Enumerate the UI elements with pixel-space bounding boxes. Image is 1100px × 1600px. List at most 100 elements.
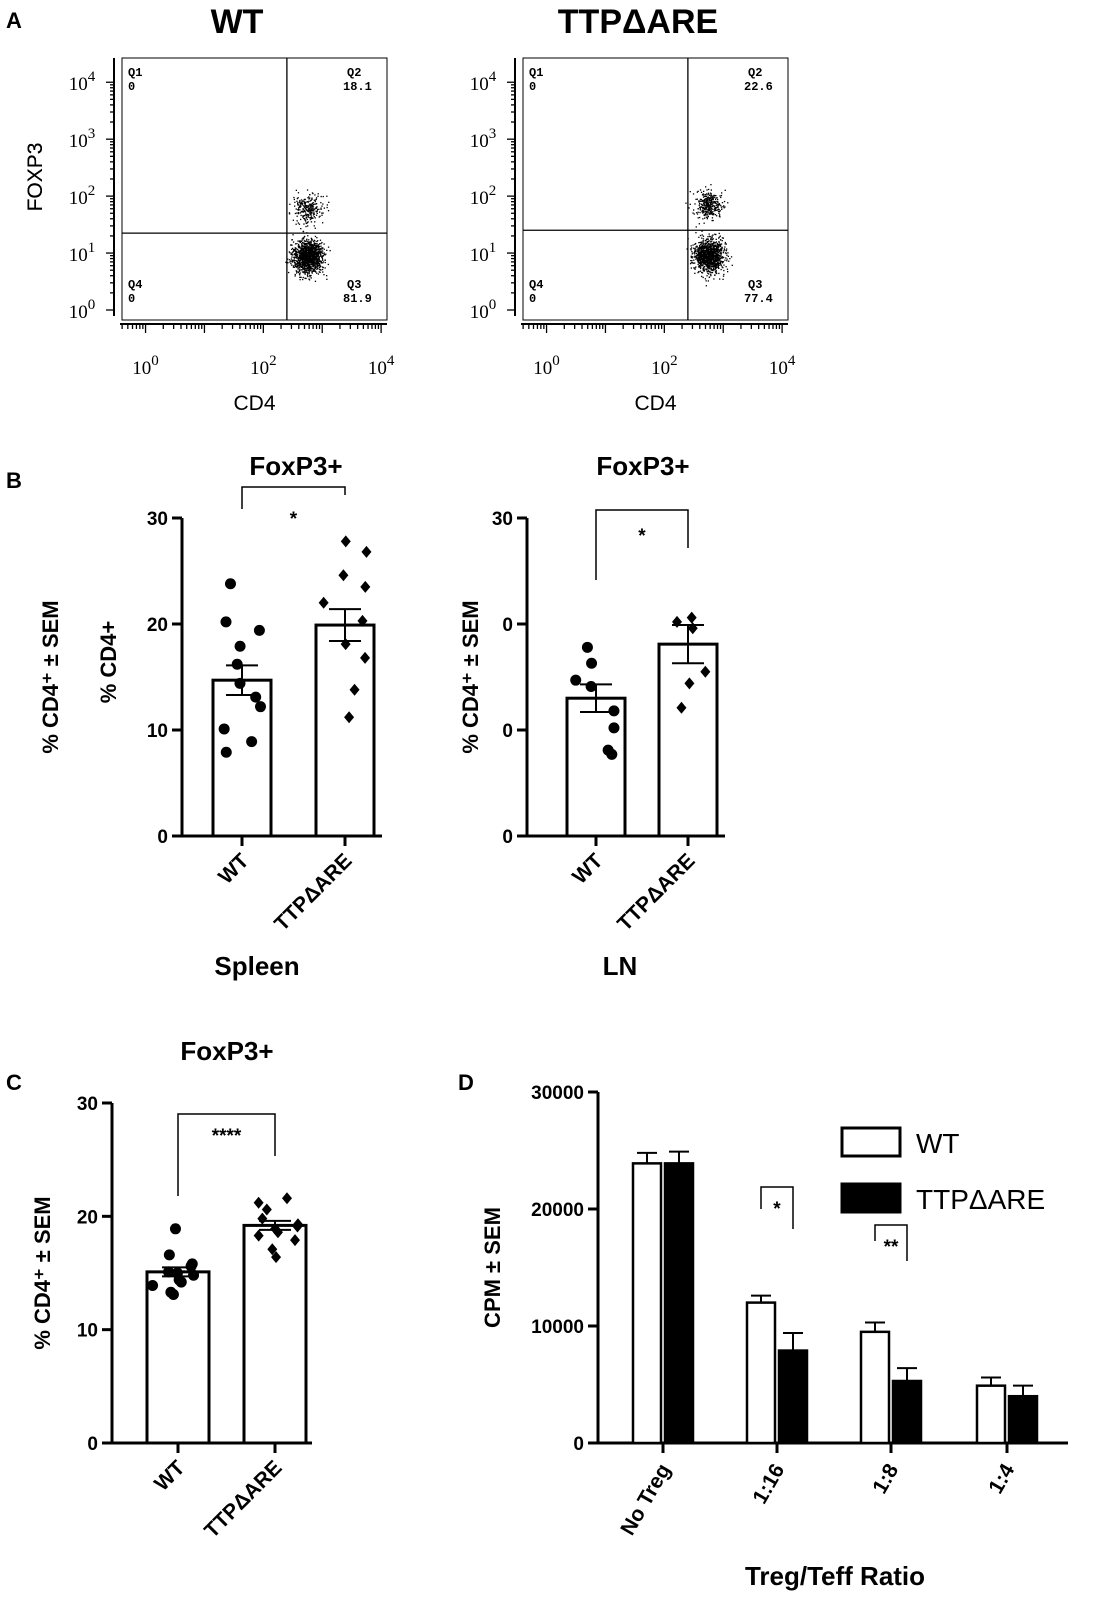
flow-event — [705, 204, 707, 206]
y-tick-label: 0 — [573, 1434, 584, 1455]
flow-event — [719, 245, 721, 247]
flow-event — [304, 205, 306, 208]
flow-event — [713, 213, 715, 215]
flow-event — [314, 267, 317, 269]
flow-event — [304, 204, 306, 206]
flow-event — [704, 211, 706, 213]
flow-event — [700, 198, 702, 201]
flow-event — [695, 252, 697, 254]
flow-event — [311, 268, 314, 270]
flow-event — [297, 246, 300, 248]
flow-event — [695, 198, 697, 200]
flow-event — [714, 271, 717, 273]
flow-event — [702, 202, 705, 204]
flow-y-tick-label: 102 — [69, 183, 96, 209]
flow-event — [324, 267, 326, 269]
flow-event — [307, 201, 309, 203]
flow-event — [709, 245, 712, 247]
flow-event — [294, 243, 297, 245]
quadrant-q1-label: Q1 — [128, 66, 142, 80]
flow-event — [315, 244, 317, 247]
flow-event — [705, 203, 708, 206]
flow-event — [303, 250, 305, 252]
flow-event — [701, 200, 703, 202]
flow-event — [299, 251, 301, 253]
flow-event — [700, 253, 703, 255]
flow-event — [718, 242, 720, 244]
flow-event — [316, 259, 318, 261]
flow-event — [709, 251, 711, 254]
flow-event — [308, 198, 310, 200]
flow-event — [703, 208, 705, 210]
flow-event — [315, 243, 317, 245]
flow-event — [292, 241, 295, 243]
flow-event — [308, 273, 310, 275]
y-tick-label: 30 — [147, 509, 168, 530]
quadrant-q2-value: 18.1 — [343, 80, 372, 94]
flow-event — [299, 205, 301, 208]
data-point — [220, 746, 232, 758]
flow-event — [707, 205, 709, 207]
flow-event — [295, 208, 297, 210]
flow-event — [310, 218, 312, 220]
flow-event — [726, 268, 729, 270]
flow-event — [702, 250, 705, 252]
flow-event — [706, 255, 708, 257]
flow-event — [702, 257, 704, 259]
flow-event — [706, 238, 708, 240]
flow-event — [702, 240, 704, 242]
flow-event — [725, 266, 727, 268]
flow-event — [712, 249, 714, 251]
data-point — [357, 614, 368, 627]
flow-event — [703, 195, 705, 197]
flow-event — [708, 253, 710, 255]
flow-event — [316, 211, 318, 213]
flow-event — [710, 237, 713, 239]
flow-event — [693, 213, 695, 215]
flow-event — [300, 199, 303, 201]
flow-event — [298, 273, 301, 275]
flow-event — [313, 263, 316, 265]
flow-event — [312, 244, 314, 246]
flow-event — [711, 243, 713, 245]
flow-event — [694, 272, 696, 274]
flow-event — [312, 270, 314, 272]
flow-event — [721, 261, 723, 263]
flow-event — [313, 242, 315, 244]
flow-event — [697, 211, 699, 213]
flow-event — [706, 216, 709, 218]
flow-event — [320, 269, 322, 271]
flow-event — [717, 251, 719, 253]
flow-event — [724, 249, 726, 251]
flow-event — [725, 249, 728, 252]
data-point — [292, 1220, 303, 1233]
flow-event — [720, 254, 722, 256]
flow-event — [717, 202, 719, 204]
flow-event — [700, 241, 703, 243]
flow-event — [312, 206, 314, 208]
flow-event — [305, 222, 307, 224]
flow-event — [712, 210, 714, 213]
flow-event — [303, 252, 305, 254]
flow-event — [712, 202, 714, 204]
flow-event — [726, 260, 728, 262]
flow-event — [291, 253, 293, 256]
flow-event — [295, 253, 298, 256]
flow-event — [308, 270, 310, 272]
flow-event — [704, 208, 706, 210]
flow-event — [310, 241, 312, 244]
flow-event — [707, 249, 709, 251]
flow-event — [718, 212, 720, 214]
flow-event — [699, 251, 701, 253]
flow-event — [698, 204, 700, 206]
flow-event — [714, 262, 716, 264]
flow-event — [703, 253, 705, 255]
flow-event — [703, 201, 705, 203]
flow-y-tick-label: 102 — [470, 183, 497, 209]
flow-event — [307, 210, 309, 213]
flow-event — [705, 285, 707, 287]
flow-event — [307, 275, 309, 278]
flow-event — [313, 211, 315, 213]
flow-event — [303, 245, 305, 247]
flow-event — [311, 209, 313, 211]
